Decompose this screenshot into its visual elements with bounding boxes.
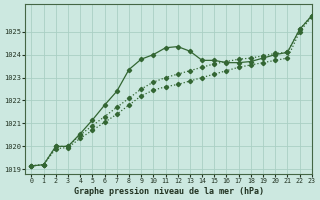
X-axis label: Graphe pression niveau de la mer (hPa): Graphe pression niveau de la mer (hPa) [74,187,264,196]
